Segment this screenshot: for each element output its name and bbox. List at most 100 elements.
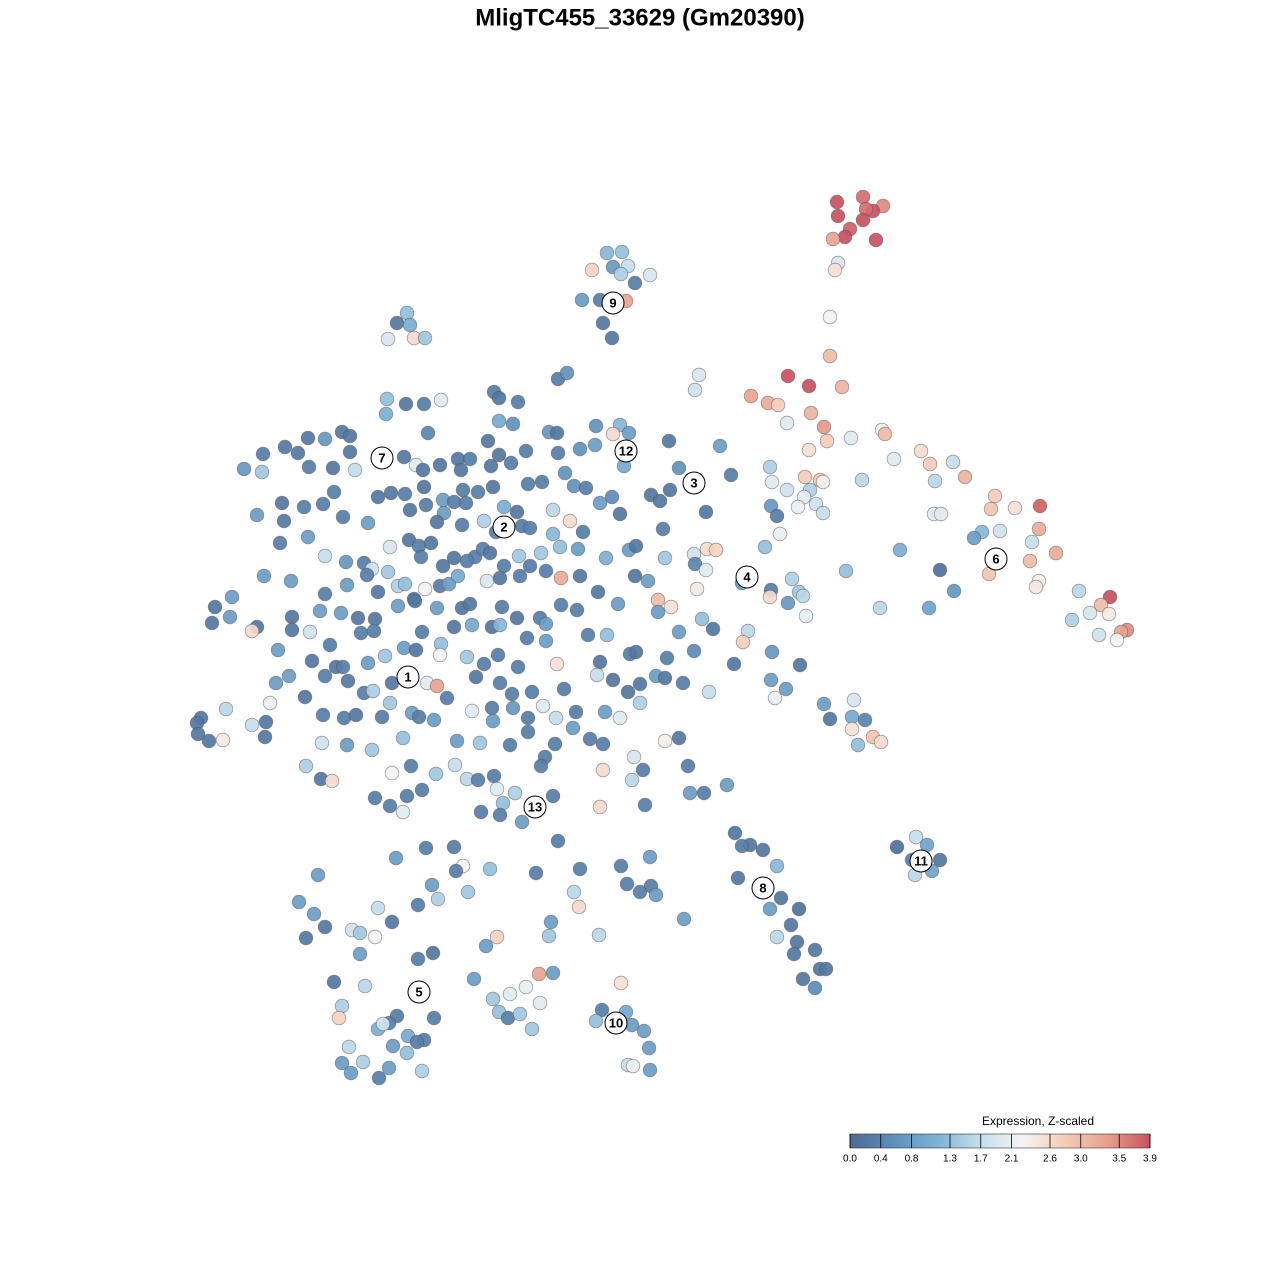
cell-point <box>512 568 528 584</box>
cell-point <box>531 966 547 982</box>
cluster-badge <box>682 471 706 495</box>
cell-point <box>338 554 354 570</box>
cell-point <box>604 330 620 346</box>
cell-point <box>399 305 415 321</box>
cluster-label: 8 <box>759 880 766 895</box>
cell-point <box>589 667 605 683</box>
cell-point <box>587 437 603 453</box>
cell-point <box>396 640 412 656</box>
cell-point <box>642 849 658 865</box>
cell-point <box>472 735 488 751</box>
cell-point <box>439 690 455 706</box>
cell-point <box>479 573 495 589</box>
cell-point <box>379 391 395 407</box>
cell-point <box>528 865 544 881</box>
cell-point <box>1064 612 1080 628</box>
cell-point <box>418 840 434 856</box>
cell-point <box>520 724 536 740</box>
cell-point <box>680 758 696 774</box>
cell-point <box>1048 545 1064 561</box>
cell-point <box>382 695 398 711</box>
cell-point <box>317 586 333 602</box>
cell-point <box>868 232 884 248</box>
cell-point <box>357 978 373 994</box>
cell-point <box>420 425 436 441</box>
cell-point <box>559 365 575 381</box>
cell-point <box>504 686 520 702</box>
colorbar <box>849 1133 1151 1149</box>
cell-point <box>789 934 805 950</box>
cell-point <box>466 971 482 987</box>
cell-point <box>364 742 380 758</box>
cell-point <box>426 1010 442 1026</box>
cell-point <box>626 749 642 765</box>
cell-point <box>518 443 534 459</box>
cell-point <box>326 484 342 500</box>
cell-point <box>572 441 588 457</box>
cell-point <box>837 229 853 245</box>
cluster-badge <box>909 849 933 873</box>
cell-point <box>204 615 220 631</box>
cell-point <box>486 768 502 784</box>
cell-point <box>340 673 356 689</box>
cell-point <box>297 689 313 705</box>
cell-point <box>524 1021 540 1037</box>
cell-point <box>795 588 811 604</box>
cell-point <box>815 474 831 490</box>
cell-point <box>1101 606 1117 622</box>
cell-point <box>591 927 607 943</box>
cell-point <box>524 684 540 700</box>
cell-point <box>533 758 549 774</box>
cell-point <box>671 460 687 476</box>
colorbar-title: Expression, Z-scaled <box>982 1114 1094 1128</box>
cell-point <box>365 683 381 699</box>
cell-point <box>779 415 795 431</box>
cell-point <box>822 309 838 325</box>
cell-point <box>298 758 314 774</box>
cell-point <box>735 634 751 650</box>
cell-point <box>992 523 1008 539</box>
cell-point <box>370 489 386 505</box>
cell-point <box>801 442 817 458</box>
cell-point <box>834 379 850 395</box>
cell-point <box>619 876 635 892</box>
cell-point <box>411 709 427 725</box>
cell-point <box>416 479 432 495</box>
cell-point <box>396 449 412 465</box>
cell-point <box>432 457 448 473</box>
cell-point <box>429 514 445 530</box>
cell-point <box>1024 534 1040 550</box>
cell-point <box>322 637 338 653</box>
cell-point <box>348 707 364 723</box>
cell-point <box>317 919 333 935</box>
cluster-label: 3 <box>690 475 697 490</box>
cell-point <box>588 418 604 434</box>
cell-point <box>778 681 794 697</box>
cell-point <box>417 330 433 346</box>
cell-point <box>334 998 350 1014</box>
cell-point <box>532 995 548 1011</box>
cell-point <box>341 1039 357 1055</box>
cell-point <box>1102 589 1118 605</box>
cell-point <box>502 737 518 753</box>
cell-point <box>388 850 404 866</box>
cell-point <box>565 720 581 736</box>
cell-point <box>492 675 508 691</box>
cell-point <box>224 589 240 605</box>
cell-point <box>889 839 905 855</box>
cell-point <box>764 474 780 490</box>
cell-point <box>383 485 399 501</box>
cell-point <box>272 535 288 551</box>
cell-point <box>548 710 564 726</box>
cell-point <box>838 563 854 579</box>
cell-point <box>298 930 314 946</box>
cell-point <box>933 506 949 522</box>
colorbar-tick-label: 3.5 <box>1112 1154 1126 1165</box>
cell-point <box>610 596 626 612</box>
cell-point <box>605 672 621 688</box>
cell-point <box>244 623 260 639</box>
cell-point <box>574 292 590 308</box>
cell-point <box>276 513 292 529</box>
